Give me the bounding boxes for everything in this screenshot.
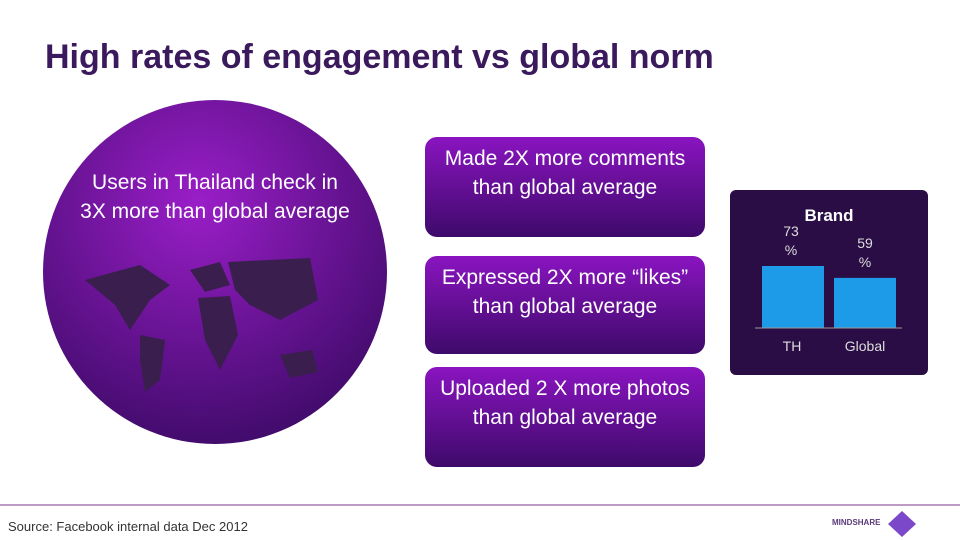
source: Source: Facebook internal data Dec 2012 — [8, 519, 248, 534]
slide-title: High rates of engagement vs global norm — [45, 38, 714, 76]
stat-box — [425, 256, 705, 354]
logo: MINDSHARE — [832, 518, 881, 527]
box-text: Expressed 2X more “likes” than global av… — [441, 266, 689, 318]
value-label: 59 % — [857, 234, 873, 270]
value-label: 73 % — [783, 223, 799, 258]
bar — [834, 277, 896, 328]
box-text: Made 2X more comments than global averag… — [444, 147, 686, 199]
stat-box — [425, 367, 705, 467]
circle-text: Users in Thailand check in 3X more than … — [80, 171, 350, 223]
box-text: Uploaded 2 X more photos than global ave… — [440, 377, 690, 429]
logo-icon — [888, 511, 916, 537]
chart-panel — [730, 190, 928, 375]
bar — [762, 266, 824, 328]
x-tick-label: TH — [782, 338, 802, 354]
chart-title: Brand — [804, 206, 854, 225]
x-tick-label: Global — [844, 338, 886, 354]
stat-box — [425, 137, 705, 237]
world-map — [85, 258, 318, 392]
